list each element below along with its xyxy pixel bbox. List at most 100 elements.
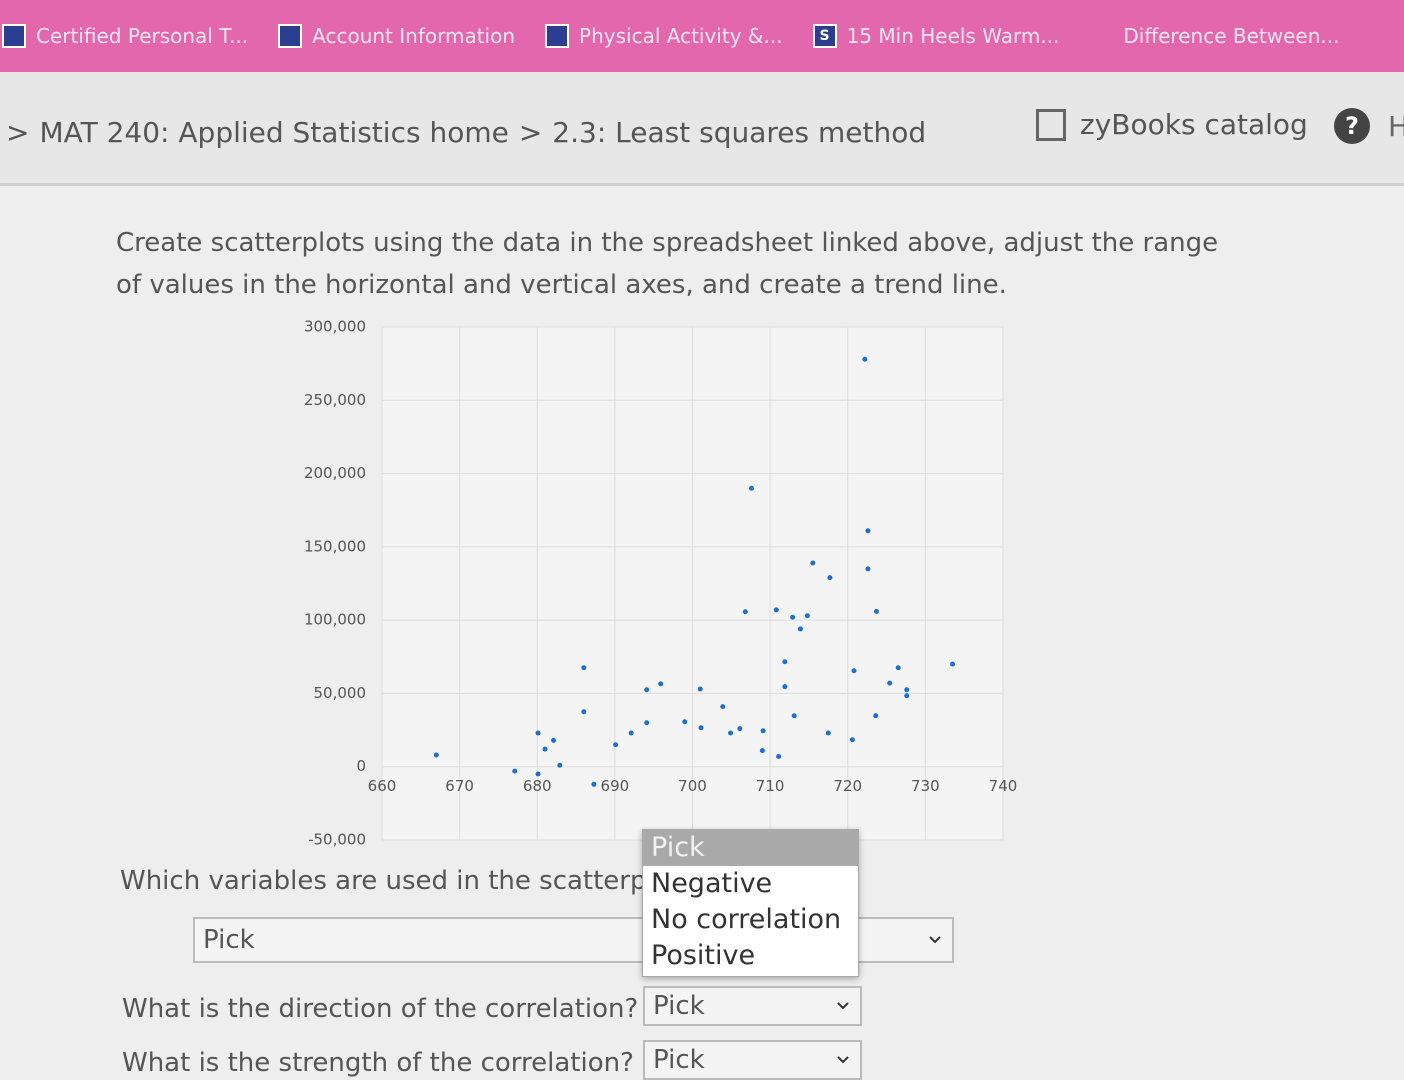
data-point bbox=[551, 737, 557, 743]
data-point bbox=[851, 668, 857, 674]
data-point bbox=[782, 684, 788, 690]
data-point bbox=[581, 665, 587, 671]
data-point bbox=[542, 746, 548, 752]
x-tick-label: 670 bbox=[445, 777, 474, 795]
bookmarks-bar: Certified Personal T... Account Informat… bbox=[0, 0, 1404, 72]
y-tick-label: 150,000 bbox=[304, 537, 366, 555]
dropdown-option[interactable]: Negative bbox=[651, 868, 773, 899]
y-tick-label: 250,000 bbox=[304, 391, 366, 409]
bookmark-icon bbox=[2, 24, 26, 48]
dropdown-option[interactable]: No correlation bbox=[651, 904, 842, 935]
chevron bbox=[837, 1002, 849, 1010]
y-tick-label: 50,000 bbox=[314, 684, 367, 702]
y-tick-label: 100,000 bbox=[304, 611, 366, 629]
data-point bbox=[613, 742, 619, 748]
data-point bbox=[782, 659, 788, 665]
data-point bbox=[776, 753, 782, 759]
data-point bbox=[849, 737, 855, 743]
question: Which variables are used in the scatterp… bbox=[120, 866, 694, 896]
breadcrumb-link[interactable]: MAT 240: Applied Statistics home bbox=[39, 116, 509, 149]
bookmark[interactable]: Account Information bbox=[278, 24, 515, 48]
y-tick-label: 0 bbox=[356, 757, 366, 775]
data-point bbox=[873, 713, 879, 719]
data-point bbox=[737, 726, 743, 732]
data-point bbox=[827, 575, 833, 581]
bookmark[interactable]: Certified Personal T... bbox=[2, 24, 248, 48]
x-tick-label: 660 bbox=[368, 777, 397, 795]
bookmark-icon: S bbox=[812, 24, 837, 48]
x-tick-label: 700 bbox=[678, 777, 707, 795]
data-point bbox=[797, 626, 803, 632]
breadcrumb: > MAT 240: Applied Statistics home > 2.3… bbox=[6, 116, 926, 149]
data-point bbox=[658, 681, 664, 687]
data-point bbox=[810, 560, 816, 566]
data-point bbox=[742, 609, 748, 615]
bookmark-icon bbox=[278, 24, 303, 48]
data-point bbox=[950, 661, 956, 667]
bookmark-label: Account Information bbox=[312, 24, 516, 48]
dropdown-menu: Pick Negative No correlation Positive bbox=[642, 829, 859, 977]
y-tick-label: 300,000 bbox=[304, 318, 366, 336]
data-point bbox=[887, 680, 893, 686]
data-point bbox=[728, 730, 734, 736]
data-point bbox=[433, 752, 439, 758]
breadcrumb-separator: > bbox=[518, 116, 543, 149]
bookmark[interactable]: Physical Activity &... bbox=[545, 24, 783, 48]
dropdown-option[interactable]: Pick bbox=[643, 830, 858, 866]
bookmark-label: 15 Min Heels Warm... bbox=[846, 24, 1060, 48]
data-point bbox=[581, 709, 587, 715]
x-tick-label: 730 bbox=[911, 777, 940, 795]
data-point bbox=[773, 607, 779, 613]
data-point bbox=[697, 686, 703, 692]
data-point bbox=[748, 485, 754, 491]
data-point bbox=[644, 687, 650, 693]
data-point bbox=[535, 771, 541, 777]
breadcrumb-bar: > MAT 240: Applied Statistics home > 2.3… bbox=[0, 72, 1404, 186]
data-point bbox=[790, 614, 796, 620]
data-point bbox=[720, 704, 726, 710]
data-point bbox=[759, 748, 765, 754]
chevron bbox=[837, 1056, 849, 1064]
select[interactable]: Pick bbox=[643, 986, 862, 1026]
data-point bbox=[862, 356, 868, 362]
data-point bbox=[644, 720, 650, 726]
data-point bbox=[865, 528, 871, 534]
data-point bbox=[904, 693, 910, 699]
x-tick-label: 740 bbox=[989, 777, 1018, 795]
data-point bbox=[865, 566, 871, 572]
data-point bbox=[825, 730, 831, 736]
data-point bbox=[873, 608, 879, 614]
data-point bbox=[557, 762, 563, 768]
data-point bbox=[760, 728, 766, 734]
data-point bbox=[791, 713, 797, 719]
select-value: Pick bbox=[203, 925, 255, 955]
help-icon[interactable]: ? bbox=[1334, 108, 1370, 144]
data-point bbox=[895, 665, 901, 671]
breadcrumb-current: 2.3: Least squares method bbox=[552, 116, 927, 149]
catalog-icon bbox=[1036, 108, 1066, 141]
catalog-link[interactable]: zyBooks catalog bbox=[1036, 108, 1308, 141]
y-tick-label: -50,000 bbox=[308, 831, 366, 849]
question: What is the direction of the correlation… bbox=[122, 994, 639, 1024]
bookmark-label: Certified Personal T... bbox=[36, 24, 249, 48]
data-point bbox=[512, 768, 518, 774]
dropdown-option[interactable]: Positive bbox=[651, 940, 756, 971]
data-point bbox=[804, 613, 810, 619]
x-tick-label: 710 bbox=[756, 777, 785, 795]
data-point bbox=[698, 725, 704, 731]
bookmark[interactable]: S 15 Min Heels Warm... bbox=[812, 24, 1060, 48]
bookmark[interactable]: Difference Between... bbox=[1089, 24, 1339, 48]
data-point bbox=[682, 719, 688, 725]
data-point bbox=[628, 730, 634, 736]
bookmark-icon bbox=[545, 24, 570, 48]
question: What is the strength of the correlation? bbox=[122, 1048, 634, 1078]
select[interactable]: Pick bbox=[643, 1040, 862, 1080]
data-point bbox=[904, 687, 910, 693]
y-tick-label: 200,000 bbox=[304, 464, 366, 482]
prompt-text: Create scatterplots using the data in th… bbox=[116, 228, 1219, 300]
data-point bbox=[535, 730, 541, 736]
data-point bbox=[591, 781, 597, 787]
